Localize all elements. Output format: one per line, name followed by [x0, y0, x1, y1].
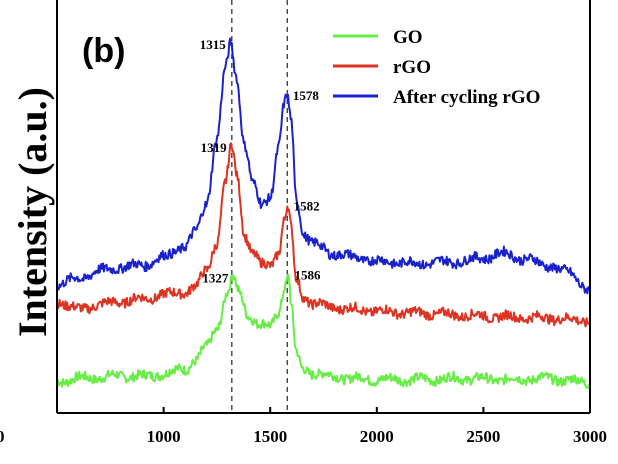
x-tick-label-1500: 1500 [253, 427, 287, 446]
peak-label-4: 1327 [202, 271, 229, 286]
legend: GO rGO After cycling rGO [333, 27, 540, 108]
peak-label-5: 1586 [295, 268, 322, 283]
series-line-after-cycling-rgo [56, 37, 591, 295]
series-line-go [56, 273, 591, 389]
y-axis-label: Intensity (a.u.) [10, 87, 55, 337]
x-tick-label-partial: 0 [0, 427, 5, 446]
axes-frame [56, 0, 591, 414]
x-tick-label-2000: 2000 [360, 427, 394, 446]
peak-label-0: 1315 [200, 37, 227, 52]
series-line-rgo [56, 142, 591, 328]
x-tick-label-1000: 1000 [147, 427, 181, 446]
peak-label-1: 1578 [293, 88, 320, 103]
peak-label-3: 1582 [294, 199, 320, 214]
panel-label: (b) [82, 32, 125, 70]
legend-label-1: rGO [393, 57, 431, 78]
x-ticks: 1000 1500 2000 2500 3000 [147, 407, 607, 446]
legend-label-0: GO [393, 27, 423, 48]
series-layer [56, 37, 591, 389]
peak-label-2: 1319 [201, 140, 228, 155]
reference-lines [231, 0, 288, 413]
legend-label-2: After cycling rGO [393, 87, 540, 108]
x-tick-label-2500: 2500 [466, 427, 500, 446]
x-tick-label-3000: 3000 [573, 427, 607, 446]
peak-labels: 1315 1578 1319 1582 1327 1586 [200, 37, 321, 285]
